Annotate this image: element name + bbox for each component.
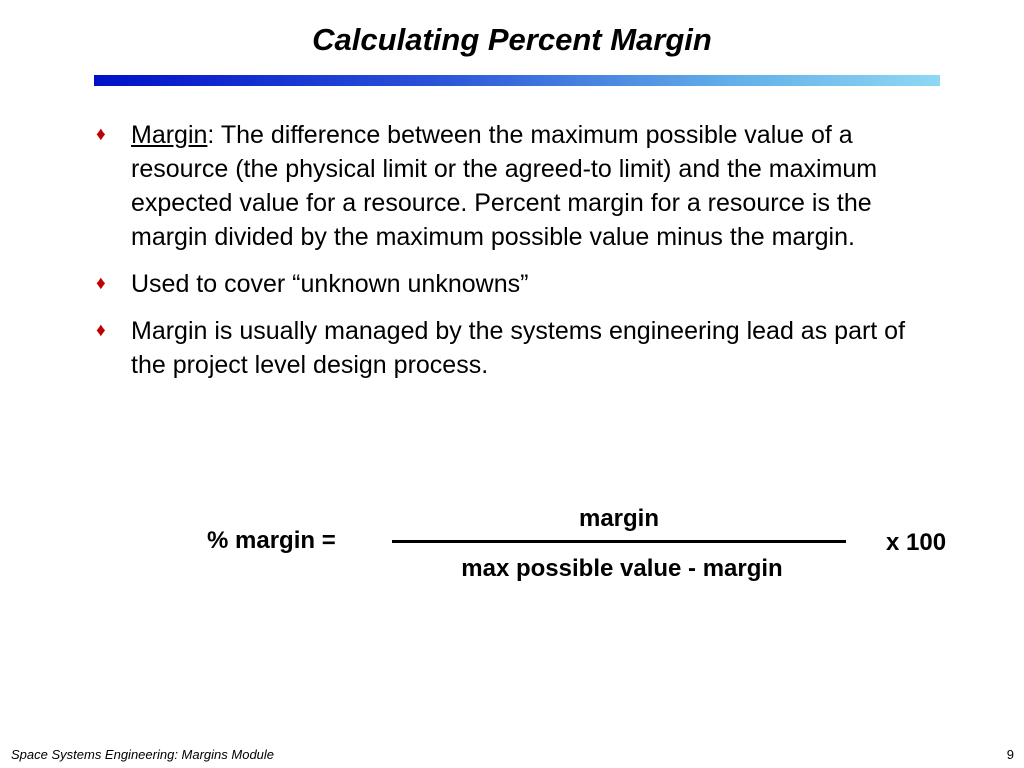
footer-module-label: Space Systems Engineering: Margins Modul… — [11, 747, 275, 762]
formula-lhs: % margin = — [207, 527, 336, 554]
bullet-item-margin-definition: ♦ Margin: The difference between the max… — [96, 118, 946, 254]
page-number: 9 — [1006, 747, 1014, 762]
formula-numerator: margin — [578, 505, 659, 532]
bullet-text-management: Margin is usually managed by the systems… — [131, 317, 906, 379]
diamond-icon: ♦ — [96, 124, 106, 145]
formula-denominator: max possible value - margin — [461, 555, 783, 582]
term-margin: Margin — [131, 121, 208, 149]
bullet-item-management: ♦ Margin is usually managed by the syste… — [96, 314, 946, 382]
bullet-text-margin-definition: : The difference between the maximum pos… — [131, 121, 878, 251]
diamond-icon: ♦ — [96, 320, 106, 341]
bullet-item-unknowns: ♦ Used to cover “unknown unknowns” — [96, 267, 946, 301]
diamond-icon: ♦ — [96, 273, 106, 294]
formula-rhs: x 100 — [886, 529, 947, 556]
bullet-list: ♦ Margin: The difference between the max… — [96, 118, 946, 395]
title-gradient-rule — [94, 75, 940, 86]
fraction-bar — [392, 540, 846, 543]
slide-title: Calculating Percent Margin — [312, 22, 712, 57]
bullet-text-unknowns: Used to cover “unknown unknowns” — [131, 270, 529, 298]
